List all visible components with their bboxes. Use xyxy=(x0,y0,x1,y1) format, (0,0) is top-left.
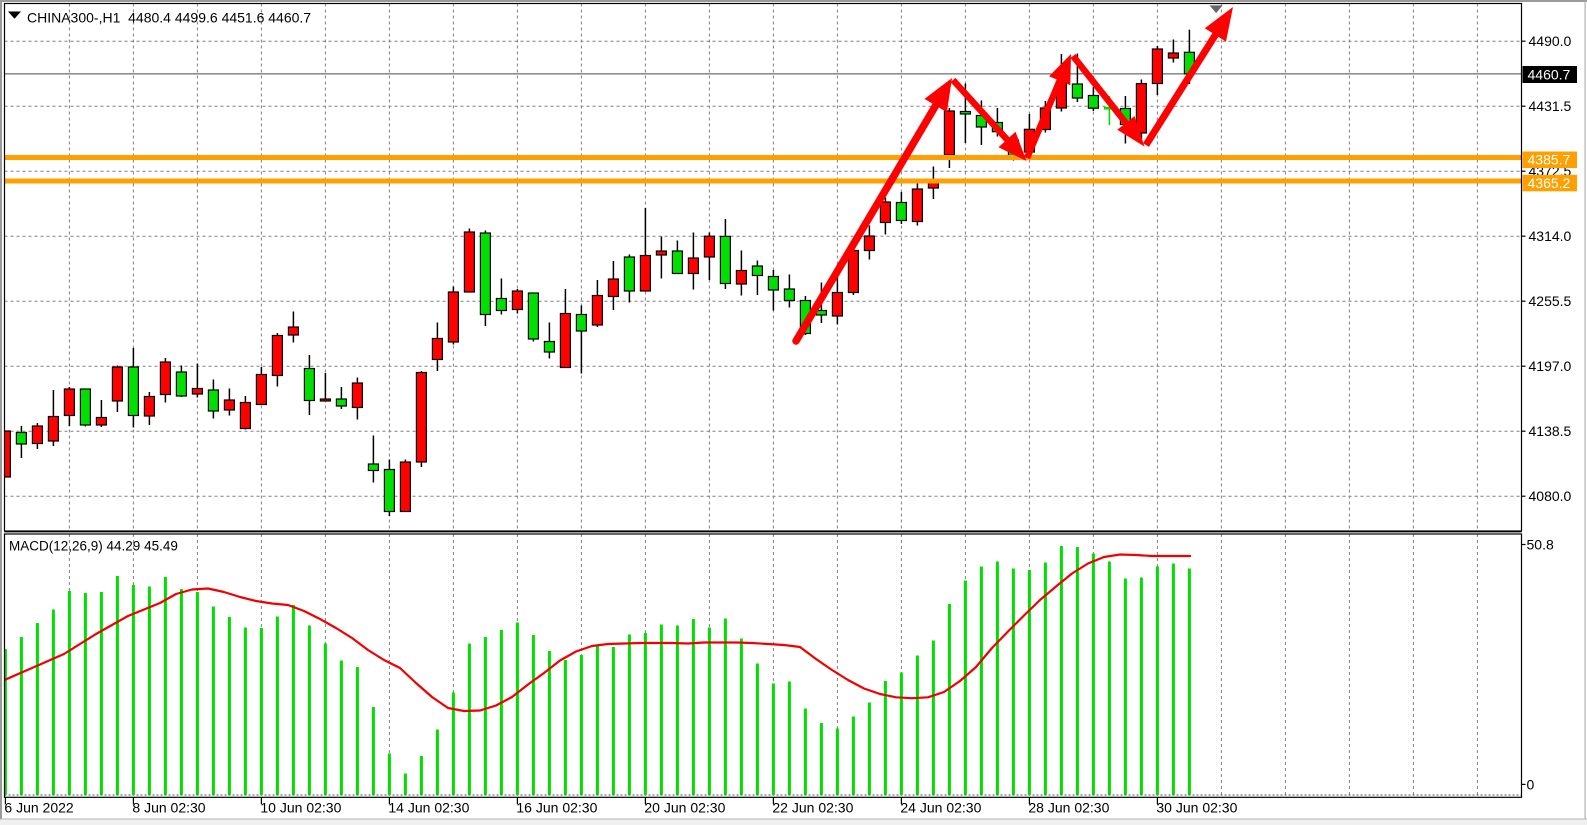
svg-text:22 Jun 02:30: 22 Jun 02:30 xyxy=(772,800,853,816)
svg-text:MACD(12,26,9) 44.29 45.49: MACD(12,26,9) 44.29 45.49 xyxy=(9,538,178,553)
svg-text:CHINA300-,H1 4480.4 4499.6 44: CHINA300-,H1 4480.4 4499.6 4451.6 4460.7 xyxy=(27,9,311,25)
svg-text:6 Jun 2022: 6 Jun 2022 xyxy=(4,800,73,816)
svg-text:4138.5: 4138.5 xyxy=(1529,423,1572,439)
svg-text:24 Jun 02:30: 24 Jun 02:30 xyxy=(900,800,981,816)
svg-text:4431.5: 4431.5 xyxy=(1529,98,1572,114)
svg-text:16 Jun 02:30: 16 Jun 02:30 xyxy=(516,800,597,816)
svg-text:4197.0: 4197.0 xyxy=(1529,358,1572,374)
svg-text:4490.0: 4490.0 xyxy=(1529,33,1572,49)
svg-text:28 Jun 02:30: 28 Jun 02:30 xyxy=(1028,800,1109,816)
svg-text:20 Jun 02:30: 20 Jun 02:30 xyxy=(644,800,725,816)
svg-text:4385.7: 4385.7 xyxy=(1528,152,1571,168)
svg-text:8 Jun 02:30: 8 Jun 02:30 xyxy=(132,800,205,816)
svg-text:14 Jun 02:30: 14 Jun 02:30 xyxy=(388,800,469,816)
svg-text:50.8: 50.8 xyxy=(1527,537,1554,553)
svg-text:4460.7: 4460.7 xyxy=(1528,67,1571,83)
svg-text:4080.0: 4080.0 xyxy=(1529,488,1572,504)
svg-text:30 Jun 02:30: 30 Jun 02:30 xyxy=(1156,800,1237,816)
svg-text:10 Jun 02:30: 10 Jun 02:30 xyxy=(260,800,341,816)
svg-text:4314.0: 4314.0 xyxy=(1529,228,1572,244)
svg-text:0: 0 xyxy=(1527,776,1535,792)
svg-text:4255.5: 4255.5 xyxy=(1529,293,1572,309)
svg-text:4365.2: 4365.2 xyxy=(1528,175,1571,191)
